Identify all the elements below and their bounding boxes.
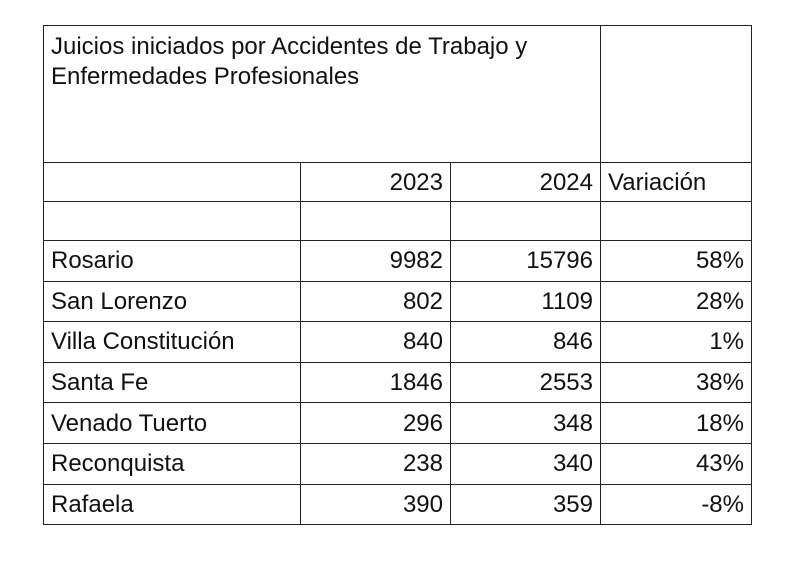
row-name: Rafaela bbox=[43, 483, 301, 526]
value-2023: 840 bbox=[300, 321, 451, 363]
variation-value: 28% bbox=[600, 280, 752, 323]
header-cell-2024: 2024 bbox=[450, 162, 601, 202]
empty-cell bbox=[600, 201, 752, 241]
data-table: Juicios iniciados por Accidentes de Trab… bbox=[43, 25, 752, 526]
header-cell-variation: Variación bbox=[600, 162, 752, 202]
value-2023: 9982 bbox=[300, 240, 451, 282]
variation-value: 58% bbox=[600, 240, 752, 282]
table-row: Villa Constitución 840 846 1% bbox=[43, 321, 752, 363]
table-row: Santa Fe 1846 2553 38% bbox=[43, 361, 752, 404]
row-name: Reconquista bbox=[43, 442, 301, 485]
row-name: Santa Fe bbox=[43, 361, 301, 404]
value-2023: 390 bbox=[300, 483, 451, 526]
value-2024: 846 bbox=[450, 321, 601, 363]
empty-row bbox=[43, 201, 752, 241]
variation-value: 1% bbox=[600, 321, 752, 363]
title-row: Juicios iniciados por Accidentes de Trab… bbox=[43, 25, 752, 163]
header-row: 2023 2024 Variación bbox=[43, 162, 752, 202]
value-2023: 296 bbox=[300, 402, 451, 444]
table-row: Rosario 9982 15796 58% bbox=[43, 240, 752, 282]
variation-value: 18% bbox=[600, 402, 752, 444]
empty-cell bbox=[43, 201, 301, 241]
value-2024: 340 bbox=[450, 442, 601, 485]
table-row: San Lorenzo 802 1109 28% bbox=[43, 280, 752, 323]
value-2024: 1109 bbox=[450, 280, 601, 323]
value-2023: 1846 bbox=[300, 361, 451, 404]
value-2024: 2553 bbox=[450, 361, 601, 404]
variation-value: 38% bbox=[600, 361, 752, 404]
variation-value: 43% bbox=[600, 442, 752, 485]
value-2024: 15796 bbox=[450, 240, 601, 282]
variation-value: -8% bbox=[600, 483, 752, 526]
table-row: Venado Tuerto 296 348 18% bbox=[43, 402, 752, 444]
empty-cell bbox=[300, 201, 451, 241]
table-row: Rafaela 390 359 -8% bbox=[43, 483, 752, 526]
row-name: Villa Constitución bbox=[43, 321, 301, 363]
value-2023: 238 bbox=[300, 442, 451, 485]
row-name: San Lorenzo bbox=[43, 280, 301, 323]
empty-cell bbox=[450, 201, 601, 241]
header-cell-region bbox=[43, 162, 301, 202]
empty-cell bbox=[600, 25, 752, 163]
table-title: Juicios iniciados por Accidentes de Trab… bbox=[43, 25, 601, 163]
row-name: Venado Tuerto bbox=[43, 402, 301, 444]
value-2024: 359 bbox=[450, 483, 601, 526]
header-cell-2023: 2023 bbox=[300, 162, 451, 202]
table-row: Reconquista 238 340 43% bbox=[43, 442, 752, 485]
value-2023: 802 bbox=[300, 280, 451, 323]
value-2024: 348 bbox=[450, 402, 601, 444]
row-name: Rosario bbox=[43, 240, 301, 282]
